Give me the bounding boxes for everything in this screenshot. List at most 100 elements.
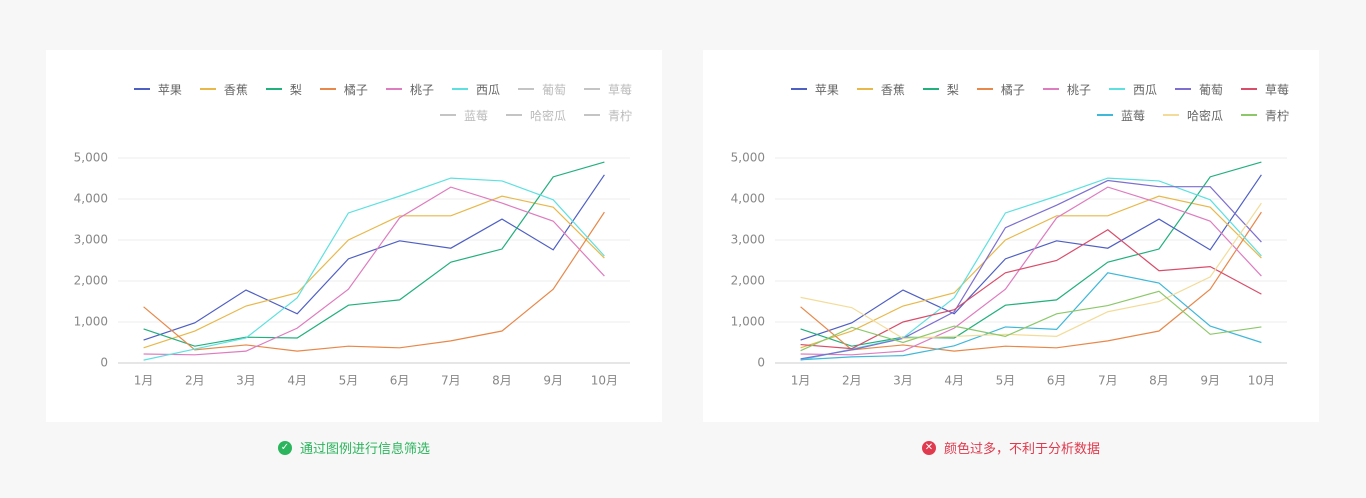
- legend-item[interactable]: 草莓: [583, 80, 632, 98]
- legend-swatch: [319, 88, 336, 90]
- chart: 0 1,000 2,000 3,000 4,000 5,000 1月 2月 3月 4月 5月 6月 7月…: [731, 151, 1287, 388]
- legend-item[interactable]: 苹果: [790, 80, 839, 98]
- y-tick-label: 2,000: [74, 274, 108, 288]
- legend-item[interactable]: 青柠: [583, 106, 632, 124]
- legend-swatch: [1162, 114, 1179, 116]
- y-tick-label: 5,000: [74, 151, 108, 165]
- legend-label: 葡萄: [541, 82, 566, 97]
- legend-item[interactable]: 梨: [922, 80, 959, 98]
- legend-swatch: [505, 114, 522, 116]
- legend-swatch: [439, 114, 456, 116]
- y-tick-label: 1,000: [731, 315, 765, 329]
- x-tick-label: 1月: [134, 374, 154, 388]
- legend-label: 橘子: [1000, 82, 1025, 97]
- series-line: [143, 211, 605, 352]
- legend-swatch: [451, 88, 468, 90]
- legend-item[interactable]: 哈密瓜: [1162, 106, 1223, 124]
- legend: 苹果 香蕉 梨 橘子 桃子 西瓜 葡萄 草莓蓝莓 哈密瓜 青柠: [83, 80, 632, 124]
- legend-item[interactable]: 西瓜: [451, 80, 500, 98]
- y-tick-label: 4,000: [731, 192, 765, 206]
- legend-item[interactable]: 哈密瓜: [505, 106, 566, 124]
- legend-item[interactable]: 橘子: [319, 80, 368, 98]
- series-line: [143, 174, 605, 341]
- x-tick-label: 6月: [390, 374, 410, 388]
- series-line: [143, 186, 605, 356]
- legend-item[interactable]: 西瓜: [1108, 80, 1157, 98]
- y-tick-label: 2,000: [731, 274, 765, 288]
- legend-label: 哈密瓜: [1186, 108, 1223, 123]
- series-line: [800, 202, 1262, 340]
- legend-label: 苹果: [157, 82, 182, 97]
- series-line: [800, 186, 1262, 356]
- legend-item[interactable]: 香蕉: [199, 80, 248, 98]
- legend: 苹果 香蕉 梨 橘子 桃子 西瓜 葡萄 草莓蓝莓 哈密瓜 青柠: [740, 80, 1289, 124]
- legend-label: 苹果: [814, 82, 839, 97]
- x-tick-label: 2月: [185, 374, 205, 388]
- legend-item[interactable]: 蓝莓: [439, 106, 488, 124]
- legend-swatch: [790, 88, 807, 90]
- legend-swatch: [133, 88, 150, 90]
- legend-swatch: [976, 88, 993, 90]
- legend-label: 蓝莓: [1120, 108, 1145, 123]
- legend-item[interactable]: 草莓: [1240, 80, 1289, 98]
- series-line: [800, 161, 1262, 347]
- y-tick-label: 0: [100, 356, 108, 370]
- x-tick-label: 10月: [1248, 374, 1275, 388]
- x-tick-label: 3月: [236, 374, 256, 388]
- legend-item[interactable]: 橘子: [976, 80, 1025, 98]
- legend-label: 梨: [289, 82, 302, 97]
- legend-label: 西瓜: [1132, 82, 1157, 97]
- legend-swatch: [385, 88, 402, 90]
- legend-swatch: [922, 88, 939, 90]
- chart-card: 0 1,000 2,000 3,000 4,000 5,000 1月 2月 3月 4月 5月 6月 7月…: [703, 50, 1319, 422]
- y-tick-label: 5,000: [731, 151, 765, 165]
- series-line: [800, 272, 1262, 361]
- legend-item[interactable]: 葡萄: [517, 80, 566, 98]
- y-tick-label: 0: [757, 356, 765, 370]
- series-line: [143, 195, 605, 349]
- y-tick-label: 1,000: [74, 315, 108, 329]
- x-tick-label: 5月: [339, 374, 359, 388]
- legend-swatch: [583, 114, 600, 116]
- legend-item[interactable]: 青柠: [1240, 106, 1289, 124]
- x-tick-label: 10月: [591, 374, 618, 388]
- y-tick-label: 4,000: [74, 192, 108, 206]
- x-tick-label: 8月: [492, 374, 512, 388]
- series-line: [800, 290, 1262, 352]
- legend-item[interactable]: 蓝莓: [1096, 106, 1145, 124]
- x-tick-label: 5月: [996, 374, 1016, 388]
- legend-swatch: [583, 88, 600, 90]
- x-tick-label: 7月: [441, 374, 461, 388]
- legend-swatch: [1096, 114, 1113, 116]
- caption: ✕ 颜色过多，不利于分析数据: [703, 438, 1319, 457]
- legend-label: 青柠: [607, 108, 632, 123]
- x-tick-label: 4月: [287, 374, 307, 388]
- legend-item[interactable]: 葡萄: [1174, 80, 1223, 98]
- legend-label: 香蕉: [880, 82, 905, 97]
- legend-label: 西瓜: [475, 82, 500, 97]
- legend-label: 青柠: [1264, 108, 1289, 123]
- legend-item[interactable]: 香蕉: [856, 80, 905, 98]
- legend-label: 草莓: [607, 82, 632, 97]
- series-line: [143, 177, 605, 361]
- caption-text: 颜色过多，不利于分析数据: [943, 442, 1100, 457]
- series-line: [800, 174, 1262, 341]
- legend-item[interactable]: 梨: [265, 80, 302, 98]
- legend-label: 香蕉: [223, 82, 248, 97]
- legend-item[interactable]: 桃子: [1042, 80, 1091, 98]
- status-icon: ✓: [277, 440, 292, 455]
- legend-swatch: [517, 88, 534, 90]
- series-line: [800, 177, 1262, 361]
- legend-label: 哈密瓜: [529, 108, 566, 123]
- legend-swatch: [1240, 88, 1257, 90]
- legend-item[interactable]: 苹果: [133, 80, 182, 98]
- legend-swatch: [265, 88, 282, 90]
- x-tick-label: 9月: [543, 374, 563, 388]
- legend-swatch: [856, 88, 873, 90]
- legend-label: 梨: [946, 82, 959, 97]
- legend-item[interactable]: 桃子: [385, 80, 434, 98]
- legend-swatch: [199, 88, 216, 90]
- y-tick-label: 3,000: [74, 233, 108, 247]
- series-line: [143, 161, 605, 347]
